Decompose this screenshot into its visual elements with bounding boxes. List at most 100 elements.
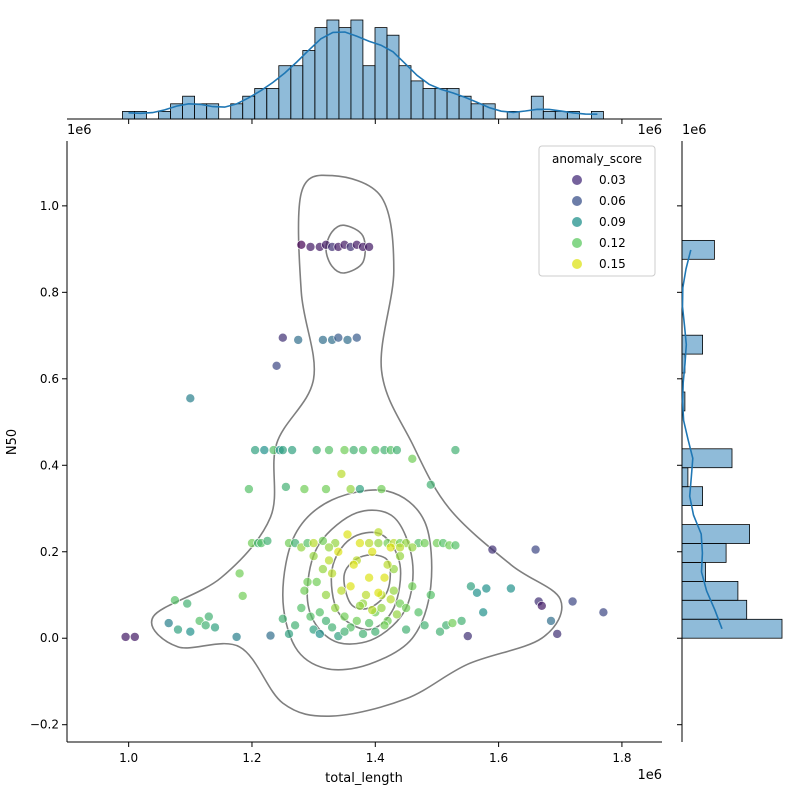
top-hist-bar — [554, 111, 568, 120]
top-kde-curve — [128, 31, 598, 115]
scatter-point — [314, 607, 325, 618]
scatter-point — [364, 572, 374, 583]
legend-marker — [572, 238, 582, 248]
scatter-point — [284, 629, 294, 639]
kde-contour — [281, 489, 433, 671]
top-hist-bar — [206, 103, 220, 120]
scatter-point — [324, 542, 334, 553]
scatter-point — [321, 616, 331, 626]
scatter-point — [120, 632, 131, 642]
top-hist-bar — [482, 103, 496, 120]
y-tick-label: 0.4 — [40, 458, 59, 472]
top-hist-bar — [410, 80, 424, 120]
scatter-point — [318, 335, 328, 345]
top-hist-bar — [386, 34, 400, 120]
scatter-point — [244, 484, 254, 494]
top-hist-bar — [506, 111, 520, 120]
scatter-point — [130, 632, 140, 642]
scatter-point — [546, 616, 556, 626]
scatter-point — [373, 527, 384, 538]
scatter-point — [450, 445, 461, 455]
scatter-point — [385, 542, 396, 553]
legend-title: anomaly_score — [552, 152, 642, 166]
scatter-point — [450, 540, 461, 551]
scatter-point — [567, 596, 578, 607]
scatter-point — [530, 544, 541, 555]
scatter-point — [355, 538, 365, 548]
scatter-point — [287, 445, 297, 455]
scatter-point — [376, 484, 387, 494]
scatter-point — [339, 626, 350, 637]
scatter-point — [395, 551, 405, 561]
y-tick-label: 0.6 — [40, 372, 59, 386]
scatter-point — [358, 629, 368, 639]
scatter-point — [281, 482, 291, 492]
top-hist-bar — [194, 103, 208, 120]
y-tick-label: 0.2 — [40, 545, 59, 559]
scatter-point — [364, 538, 374, 548]
right-hist-bar — [681, 239, 715, 260]
scatter-point — [339, 445, 350, 455]
scatter-point — [296, 240, 307, 250]
scatter-point — [506, 583, 516, 594]
scatter-point — [351, 332, 362, 343]
scatter-point — [373, 587, 384, 598]
legend-label: 0.09 — [599, 215, 626, 229]
legend: anomaly_score 0.03 0.06 0.09 0.12 0.15 — [538, 145, 656, 277]
legend-marker — [572, 259, 582, 269]
scatter-point — [333, 546, 344, 557]
right-hist-bar — [681, 543, 727, 563]
scatter-point — [237, 591, 248, 601]
scatter-point — [277, 613, 288, 624]
scatter-point — [163, 618, 174, 628]
scatter-point — [598, 607, 609, 618]
top-hist-bar — [422, 88, 436, 120]
scatter-point — [342, 335, 353, 345]
scatter-point — [299, 484, 310, 494]
scatter-point — [182, 598, 192, 609]
top-hist-bar — [374, 27, 388, 120]
legend-marker — [572, 175, 582, 185]
scatter-point — [379, 572, 390, 583]
y-tick-label: 0.8 — [40, 285, 59, 299]
top-hist-bar — [230, 103, 244, 120]
scatter-point — [419, 538, 430, 548]
top-hist-bar — [470, 103, 484, 120]
scatter-point — [413, 607, 424, 618]
scatter-point — [456, 616, 467, 626]
scatter-point — [305, 242, 316, 252]
scatter-point — [367, 605, 378, 615]
scatter-point — [392, 445, 402, 455]
scatter-point — [462, 631, 473, 641]
scatter-point — [299, 585, 310, 596]
top-hist-bar — [398, 65, 412, 120]
scatter-point — [361, 590, 371, 600]
top-hist-bar — [542, 111, 556, 120]
top-hist-bar — [290, 65, 304, 120]
right-kde-curve — [681, 249, 723, 630]
top-hist-bar — [314, 27, 328, 120]
scatter-point — [308, 551, 319, 561]
legend-marker — [572, 196, 582, 206]
top-hist-bar — [338, 27, 352, 120]
scatter-point — [333, 332, 344, 343]
legend-label: 0.03 — [599, 173, 626, 187]
top-histogram-offset-label: 1e6 — [637, 123, 662, 138]
scatter-point — [348, 559, 359, 570]
scatter-point — [321, 590, 331, 600]
scatter-point — [388, 585, 399, 596]
scatter-point — [364, 242, 374, 252]
scatter-point — [290, 620, 300, 631]
legend-label: 0.15 — [599, 257, 626, 271]
top-hist-bar — [530, 95, 544, 120]
x-axis-offset-label: 1e6 — [637, 768, 662, 783]
scatter-point — [339, 611, 350, 622]
scatter-point — [324, 555, 334, 566]
scatter-point — [314, 629, 325, 639]
scatter-point — [204, 611, 214, 622]
scatter-point — [321, 484, 331, 494]
scatter-point — [296, 603, 307, 613]
scatter-point — [376, 603, 387, 613]
scatter-point — [345, 484, 356, 494]
